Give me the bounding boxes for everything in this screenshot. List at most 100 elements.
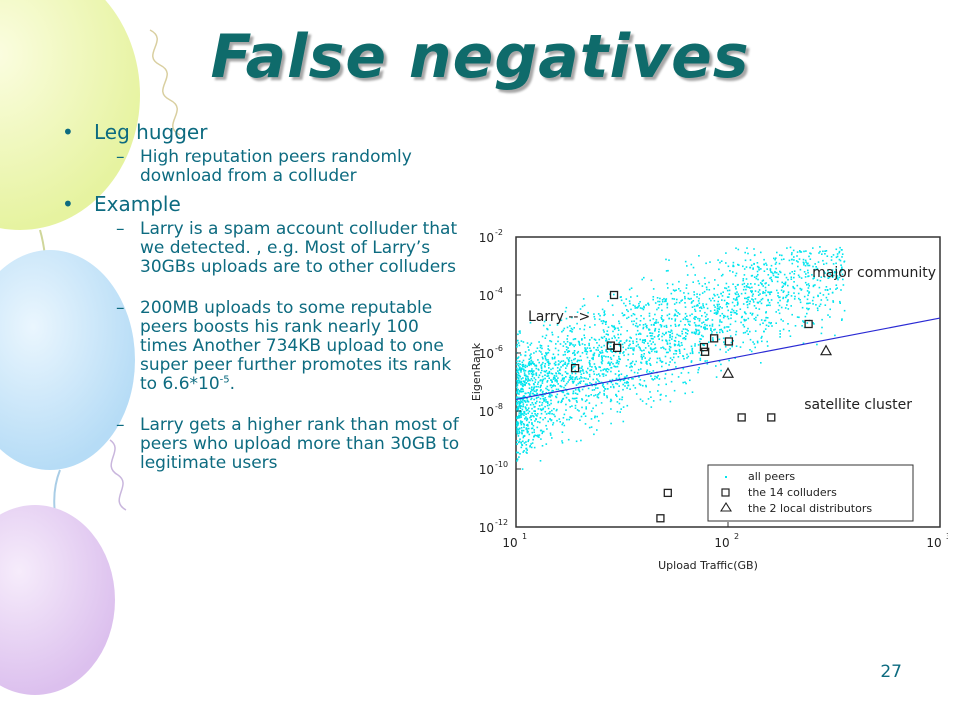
peer-point — [563, 377, 565, 379]
peer-point — [548, 377, 550, 379]
peer-point — [677, 334, 680, 337]
peer-point — [581, 398, 583, 400]
peer-point — [550, 399, 552, 402]
peer-point — [550, 368, 552, 371]
peer-point — [759, 293, 761, 295]
peer-point — [747, 296, 749, 299]
peer-point — [835, 248, 838, 251]
peer-point — [545, 413, 548, 415]
peer-point — [526, 430, 528, 432]
peer-point — [518, 380, 521, 382]
peer-point — [594, 394, 597, 396]
peer-point — [774, 271, 776, 274]
peer-point — [522, 413, 524, 415]
peer-point — [519, 438, 521, 440]
peer-point — [587, 378, 589, 380]
peer-point — [787, 278, 789, 281]
peer-point — [699, 338, 701, 340]
peer-point — [679, 352, 681, 354]
peer-point — [740, 292, 743, 295]
peer-point — [650, 396, 652, 398]
peer-point — [620, 299, 623, 302]
peer-point — [635, 345, 638, 347]
peer-point — [593, 394, 595, 397]
peer-point — [690, 361, 693, 363]
peer-point — [689, 314, 691, 317]
peer-point — [706, 307, 709, 310]
peer-point — [518, 430, 520, 433]
peer-point — [769, 322, 772, 325]
curly-ribbon-2 — [109, 439, 127, 511]
peer-point — [735, 288, 737, 290]
peer-point — [646, 369, 649, 371]
sub-bullet: – 200MB uploads to some reputable peers … — [58, 299, 468, 394]
peer-point — [608, 338, 610, 341]
peer-point — [639, 379, 642, 381]
peer-point — [799, 268, 802, 271]
peer-point — [652, 318, 655, 320]
peer-point — [562, 391, 565, 393]
peer-point — [756, 265, 759, 268]
peer-point — [841, 256, 843, 258]
peer-point — [571, 362, 573, 364]
peer-point — [539, 386, 542, 389]
peer-point — [632, 342, 634, 344]
peer-point — [813, 323, 815, 325]
peer-point — [670, 329, 673, 332]
peer-point — [653, 348, 656, 350]
peer-point — [622, 346, 624, 349]
peer-point — [563, 363, 566, 365]
peer-point — [687, 297, 690, 300]
peer-point — [654, 347, 657, 349]
peer-point — [630, 369, 633, 372]
bullet-dot: • — [62, 120, 74, 144]
peer-point — [807, 283, 810, 285]
peer-point — [638, 305, 640, 307]
peer-point — [538, 401, 541, 403]
peer-point — [539, 390, 542, 392]
peer-point — [822, 259, 824, 262]
peer-point — [694, 345, 696, 347]
peer-point — [572, 352, 574, 355]
peer-point — [581, 338, 583, 340]
peer-point — [681, 344, 683, 346]
peer-point — [787, 300, 789, 302]
colluder-marker — [724, 337, 734, 346]
peer-point — [632, 349, 634, 351]
peer-point — [827, 270, 829, 272]
peer-point — [520, 401, 522, 403]
peer-point — [525, 428, 527, 430]
peer-point — [644, 340, 647, 342]
peer-point — [805, 273, 807, 275]
peer-point — [547, 345, 550, 347]
peer-point — [751, 312, 754, 315]
peer-point — [787, 284, 789, 287]
peer-point — [770, 291, 772, 293]
peer-point — [657, 335, 659, 337]
peer-point — [822, 294, 825, 296]
peer-point — [518, 432, 520, 435]
peer-point — [666, 368, 669, 371]
peer-point — [603, 311, 605, 314]
peer-point — [516, 408, 518, 410]
peer-point — [674, 344, 677, 346]
peer-point — [574, 389, 577, 391]
peer-point — [519, 420, 522, 422]
peer-point — [552, 378, 555, 380]
peer-point — [667, 287, 669, 289]
peer-point — [764, 286, 767, 289]
peer-point — [719, 329, 721, 331]
peer-point — [517, 417, 519, 419]
peer-point — [827, 314, 829, 316]
peer-point — [669, 361, 671, 363]
peer-point — [557, 377, 559, 379]
peer-point — [568, 379, 570, 381]
peer-point — [607, 368, 610, 371]
peer-point — [561, 400, 563, 403]
peer-point — [688, 323, 690, 326]
peer-point — [542, 378, 545, 381]
peer-point — [669, 357, 672, 359]
peer-point — [550, 394, 553, 396]
peer-point — [556, 367, 559, 369]
peer-point — [791, 252, 793, 254]
